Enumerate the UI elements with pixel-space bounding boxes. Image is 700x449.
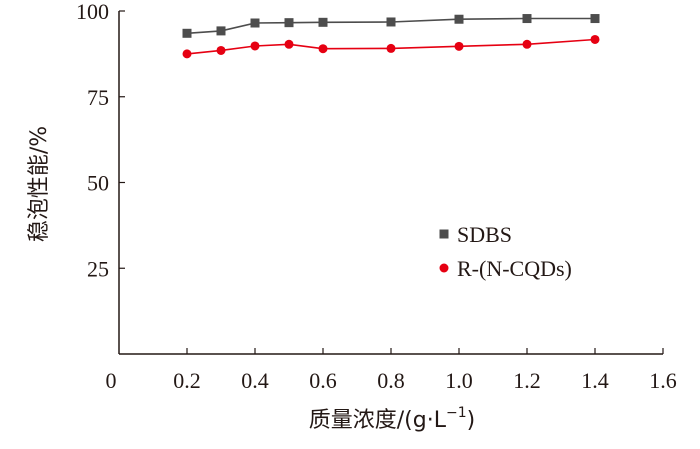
x-tick-label: 0.4 [241, 368, 269, 393]
data-point [250, 18, 260, 28]
data-point [454, 41, 464, 51]
legend-label: SDBS [457, 222, 512, 247]
x-tick-label: 0 [106, 368, 117, 393]
series-0 [182, 14, 600, 38]
data-point [216, 45, 226, 55]
x-tick-label: 1.2 [513, 368, 541, 393]
y-tick-label: 75 [87, 85, 109, 110]
x-axis-title-close: ) [467, 408, 476, 433]
x-tick-label: 1.0 [445, 368, 473, 393]
x-tick-label: 1.6 [649, 368, 677, 393]
y-tick-label: 50 [87, 171, 109, 196]
data-point [522, 39, 532, 49]
series-layer [182, 14, 600, 59]
data-point [250, 41, 260, 51]
legend-marker [439, 263, 449, 273]
legend-label: R-(N-CQDs) [457, 256, 572, 281]
data-point [182, 49, 192, 59]
data-point [182, 28, 192, 38]
y-tick-label: 25 [87, 256, 109, 281]
data-point [284, 18, 294, 28]
data-point [590, 34, 600, 44]
axes [118, 11, 663, 355]
data-point [284, 39, 294, 49]
data-point [386, 17, 396, 27]
x-tick-label: 1.4 [581, 368, 609, 393]
y-axis-title: 稳泡性能/% [27, 126, 52, 242]
data-point [318, 17, 328, 27]
legend-marker [439, 229, 449, 239]
ticks: 0 0.2 0.4 0.6 0.8 1.0 1.2 1.4 1.6 25 50 75 100 [76, 0, 677, 393]
x-axis-title: 质量浓度/(g·L−1) [309, 405, 475, 433]
legend-entry: SDBS [439, 222, 512, 247]
x-tick-label: 0.2 [173, 368, 201, 393]
x-tick-label: 0.8 [377, 368, 405, 393]
data-point [318, 44, 328, 54]
series-1 [182, 34, 600, 59]
data-point [454, 14, 464, 24]
y-tick-label: 100 [76, 0, 109, 24]
data-point [216, 26, 226, 36]
data-point [590, 14, 600, 24]
data-point [522, 14, 532, 24]
data-point [386, 43, 396, 53]
legend-entry: R-(N-CQDs) [439, 256, 572, 281]
x-tick-label: 0.6 [309, 368, 337, 393]
legend: SDBS R-(N-CQDs) [439, 222, 572, 281]
x-axis-title-superscript: −1 [446, 405, 467, 421]
